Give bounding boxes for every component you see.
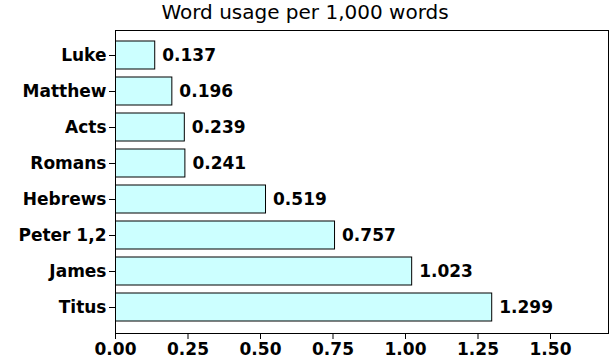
svg-text:Luke: Luke	[61, 45, 106, 65]
svg-text:1.299: 1.299	[499, 297, 553, 317]
svg-text:0.241: 0.241	[192, 153, 246, 173]
svg-text:Titus: Titus	[59, 297, 107, 317]
svg-text:Hebrews: Hebrews	[23, 189, 107, 209]
svg-text:James: James	[48, 261, 106, 281]
svg-text:0.519: 0.519	[273, 189, 327, 209]
svg-text:0.757: 0.757	[342, 225, 396, 245]
svg-text:1.50: 1.50	[530, 339, 572, 359]
svg-text:0.50: 0.50	[240, 339, 282, 359]
html-text:Word usage per 1,000 words: Word usage per 1,000 words	[161, 0, 449, 24]
svg-text:Peter 1,2: Peter 1,2	[18, 225, 106, 245]
svg-text:0.25: 0.25	[167, 339, 209, 359]
svg-text:Acts: Acts	[65, 117, 106, 137]
svg-text:1.25: 1.25	[457, 339, 499, 359]
svg-text:0.196: 0.196	[179, 81, 233, 101]
svg-text:Romans: Romans	[30, 153, 106, 173]
svg-text:0.00: 0.00	[95, 339, 137, 359]
svg-text:0.239: 0.239	[192, 117, 246, 137]
svg-text:Matthew: Matthew	[23, 81, 107, 101]
svg-text:1.023: 1.023	[419, 261, 473, 281]
svg-text:0.137: 0.137	[162, 45, 216, 65]
svg-text:1.00: 1.00	[385, 339, 427, 359]
svg-text:0.75: 0.75	[312, 339, 354, 359]
